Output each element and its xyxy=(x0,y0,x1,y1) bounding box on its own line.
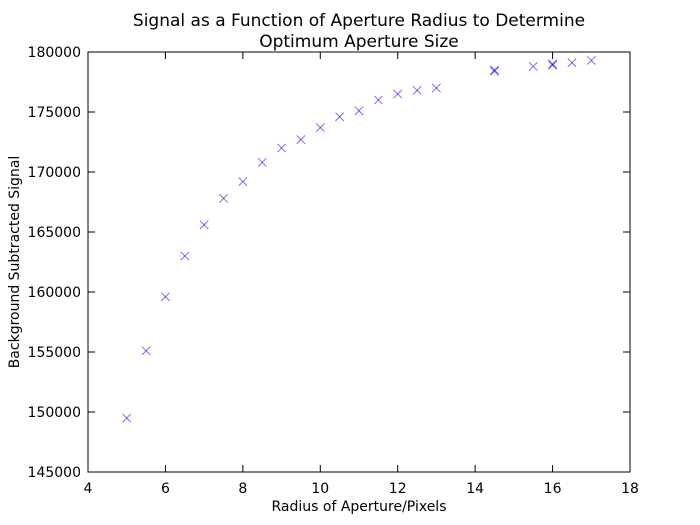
data-point-marker xyxy=(412,85,422,95)
plot-frame xyxy=(87,51,631,473)
data-point-marker xyxy=(393,89,403,99)
data-point-marker xyxy=(257,157,267,167)
data-point-marker xyxy=(431,83,441,93)
data-point-marker xyxy=(199,220,209,230)
x-axis: 4 6 8 10 12 14 16 18 xyxy=(84,52,639,497)
x-tick-label: 18 xyxy=(621,481,639,497)
data-point-marker xyxy=(354,106,364,116)
y-tick-label: 145000 xyxy=(28,465,81,481)
y-tick-label: 150000 xyxy=(28,405,81,421)
data-points xyxy=(122,55,596,423)
x-tick-label: 6 xyxy=(161,481,170,497)
chart-title: Signal as a Function of Aperture Radius … xyxy=(133,11,585,31)
x-tick-label: 10 xyxy=(311,481,329,497)
x-axis-label: Radius of Aperture/Pixels xyxy=(272,499,447,515)
y-tick-label: 175000 xyxy=(28,105,81,121)
y-axis-label: Background Subtracted Signal xyxy=(7,156,23,369)
x-tick-label: 8 xyxy=(238,481,247,497)
data-point-marker xyxy=(548,60,558,70)
data-point-marker xyxy=(180,251,190,261)
data-point-marker xyxy=(315,123,325,133)
data-point-marker xyxy=(335,112,345,122)
data-point-marker xyxy=(160,292,170,302)
x-tick-label: 12 xyxy=(389,481,407,497)
y-tick-label: 160000 xyxy=(28,285,81,301)
data-point-marker xyxy=(373,95,383,105)
y-tick-label: 180000 xyxy=(28,45,81,61)
data-point-marker xyxy=(489,66,500,76)
data-point-marker xyxy=(548,59,558,69)
x-tick-label: 16 xyxy=(544,481,562,497)
y-tick-label: 165000 xyxy=(28,225,81,241)
data-point-marker xyxy=(238,177,248,187)
y-axis: 145000 150000 155000 160000 165000 170000 1750… xyxy=(28,45,630,481)
chart-title-line2: Optimum Aperture Size xyxy=(259,32,459,52)
data-point-marker xyxy=(122,413,132,423)
data-point-marker xyxy=(528,61,538,71)
data-point-marker xyxy=(489,65,500,75)
data-point-marker xyxy=(277,143,287,153)
data-point-marker xyxy=(218,193,229,203)
x-tick-label: 14 xyxy=(466,481,484,497)
x-tick-label: 4 xyxy=(84,481,93,497)
data-point-marker xyxy=(141,346,151,356)
data-point-marker xyxy=(567,58,577,68)
y-tick-label: 155000 xyxy=(28,345,81,361)
data-point-marker xyxy=(586,55,596,65)
y-tick-label: 170000 xyxy=(28,165,81,181)
data-point-marker xyxy=(296,135,306,145)
